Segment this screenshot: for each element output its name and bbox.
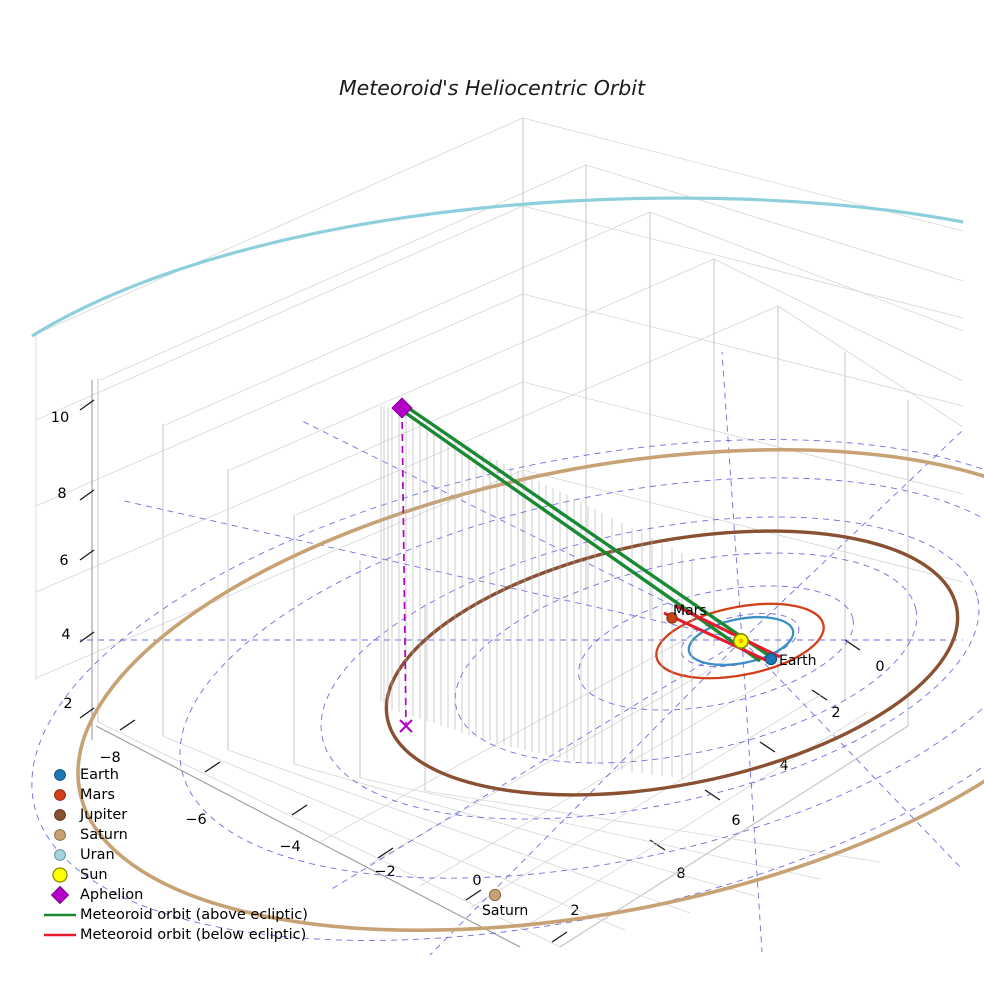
aphelion-stem-column — [380, 406, 389, 705]
z-tick-label-4: 4 — [61, 627, 70, 643]
aphelion-ground-marker — [399, 719, 413, 733]
legend-label-saturn: Saturn — [80, 827, 128, 843]
page-title: Meteoroid's Heliocentric Orbit — [339, 76, 646, 100]
legend-label-meteoroid-above: Meteoroid orbit (above ecliptic) — [80, 907, 308, 923]
x-tick-label-neg2: −2 — [374, 864, 395, 880]
legend-label-aphelion: Aphelion — [80, 887, 143, 903]
z-tick-label-2: 2 — [63, 696, 72, 712]
y-tick-label-4: 4 — [779, 758, 788, 774]
polar-ring-5 — [179, 477, 984, 879]
y-tick-label-2: 2 — [831, 705, 840, 721]
legend-item-meteoroid-below[interactable]: Meteoroid orbit (below ecliptic) — [44, 927, 306, 943]
legend-item-mars[interactable]: Mars — [54, 787, 115, 803]
legend-marker-jupiter — [54, 809, 66, 821]
x-tick-label-neg6: −6 — [185, 812, 206, 828]
z-tick-label-10: 10 — [51, 410, 69, 426]
y-tick-label-0: 0 — [875, 659, 884, 675]
legend-marker-mars — [54, 789, 66, 801]
z-axis-ticks — [79, 399, 95, 719]
legend-item-jupiter[interactable]: Jupiter — [54, 807, 128, 823]
polar-ring-4 — [320, 516, 980, 820]
pane-left-wall — [35, 205, 524, 680]
earth-plot-label: Earth — [779, 653, 817, 669]
legend-label-meteoroid-below: Meteoroid orbit (below ecliptic) — [80, 927, 306, 943]
mars-plot-label: Mars — [673, 603, 707, 619]
polar-ring-6 — [31, 439, 984, 941]
saturn-marker — [488, 888, 502, 902]
x-tick-label-2: 2 — [570, 903, 579, 919]
legend-item-sun[interactable]: Sun — [52, 867, 108, 883]
saturn-plot-label: Saturn — [482, 903, 528, 919]
legend-label-mars: Mars — [80, 787, 115, 803]
x-tick-label-neg8: −8 — [99, 750, 120, 766]
polar-ring-3 — [454, 552, 918, 764]
axes-panes — [35, 117, 964, 791]
orbit-drop-stems — [391, 408, 693, 780]
legend-item-aphelion[interactable]: Aphelion — [50, 885, 144, 905]
floor-grid — [97, 639, 909, 948]
legend-item-saturn[interactable]: Saturn — [54, 827, 128, 843]
saturn-orbit — [76, 447, 984, 933]
z-axis: 10 8 6 4 2 — [51, 380, 95, 740]
aphelion-marker — [391, 397, 413, 419]
meteoroid-orbit-below-ecliptic — [663, 604, 781, 665]
legend-marker-earth — [54, 769, 66, 781]
mars-orbit — [655, 602, 825, 680]
legend-label-uran: Uran — [80, 847, 115, 863]
x-tick-label-neg4: −4 — [279, 839, 300, 855]
z-tick-label-6: 6 — [59, 553, 68, 569]
y-tick-label-6: 6 — [731, 813, 740, 829]
aphelion-drop-line — [401, 409, 407, 725]
legend-item-earth[interactable]: Earth — [54, 767, 119, 783]
sun-core — [738, 638, 744, 644]
legend-marker-aphelion — [50, 885, 70, 905]
legend-label-earth: Earth — [80, 767, 119, 783]
pane-verticals — [97, 118, 909, 791]
jupiter-orbit — [384, 529, 960, 797]
uranus-orbit — [31, 196, 964, 338]
legend-marker-sun — [52, 867, 68, 883]
earth-orbit — [687, 616, 795, 666]
earth-marker — [764, 652, 778, 666]
legend-item-uran[interactable]: Uran — [54, 847, 115, 863]
mars-marker — [666, 612, 678, 624]
legend-label-jupiter: Jupiter — [79, 807, 127, 823]
x-axis-ticks — [119, 719, 568, 943]
legend-marker-uran — [54, 849, 66, 861]
polar-grid — [31, 351, 984, 956]
legend-marker-saturn — [54, 829, 66, 841]
pane-top-right — [522, 117, 964, 428]
legend: Earth Mars Jupiter Saturn Uran — [44, 767, 308, 943]
polar-ring-2 — [578, 585, 854, 711]
x-tick-label-0: 0 — [472, 873, 481, 889]
x-axis: −8 −6 −4 −2 0 2 — [95, 719, 580, 948]
legend-label-sun: Sun — [80, 867, 108, 883]
legend-item-meteoroid-above[interactable]: Meteoroid orbit (above ecliptic) — [44, 907, 308, 923]
z-tick-label-8: 8 — [57, 486, 66, 502]
pane-top — [35, 117, 779, 516]
y-tick-label-8: 8 — [676, 866, 685, 882]
pane-right-wall — [522, 205, 964, 583]
polar-spokes — [80, 351, 964, 956]
